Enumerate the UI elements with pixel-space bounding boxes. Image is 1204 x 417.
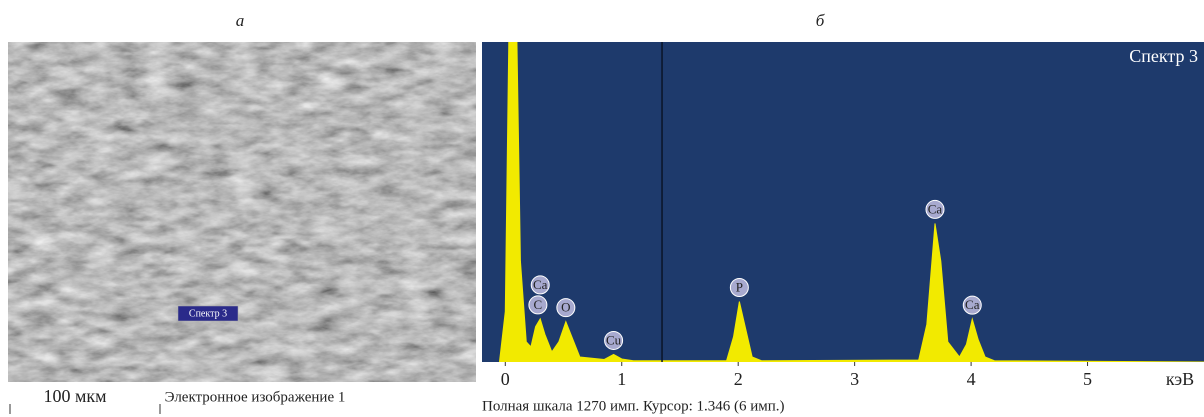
x-tick-label: 0 [501,369,510,389]
peak-label: C [534,297,543,312]
peak-label: O [561,300,570,315]
footer: Полная шкала 1270 имп. Курсор: 1.346 (6 … [482,398,785,414]
marker-label: Спектр 3 [189,308,227,319]
panel-label: а [236,11,245,30]
x-tick-label: 1 [617,369,626,389]
x-axis-label: кэВ [1166,369,1194,389]
peak-label: Ca [965,297,980,312]
x-tick-label: 3 [850,369,859,389]
x-tick-label: 2 [734,369,743,389]
peak-label: Cu [606,332,622,347]
figure: а Спектр 3 100 мкм Электронное изображен… [0,0,1204,417]
plot-background [482,42,1204,362]
peak-label: Ca [928,201,943,216]
image-caption: Электронное изображение 1 [165,389,346,405]
x-tick-label: 4 [967,369,976,389]
scale-bar-label: 100 мкм [43,386,106,406]
chart-title: Спектр 3 [1129,46,1198,66]
sem-texture [8,42,476,382]
peak-label: P [736,280,743,295]
x-tick-label: 5 [1083,369,1092,389]
peak-label: Ca [533,277,548,292]
panel-label: б [816,11,825,30]
